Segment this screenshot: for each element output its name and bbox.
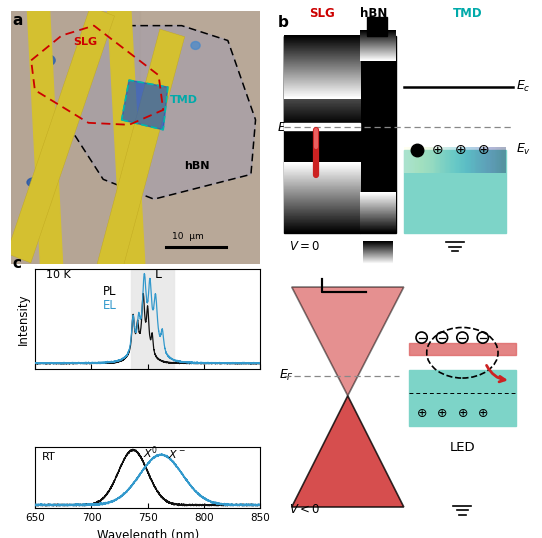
Text: $E$: $E$ [277,121,287,133]
Bar [131,269,173,369]
Bar [367,17,387,36]
Text: a: a [12,13,23,28]
Polygon shape [121,80,168,130]
Text: $\oplus$: $\oplus$ [476,143,489,157]
Text: $\oplus$: $\oplus$ [431,143,443,157]
Bar [284,123,360,130]
Bar [409,371,516,426]
Ellipse shape [41,55,55,66]
Text: LED: LED [449,441,475,455]
Text: $\oplus$: $\oplus$ [477,407,488,420]
Bar [360,36,396,233]
Text: $\oplus$: $\oplus$ [457,407,468,420]
Text: EL: EL [102,299,117,312]
Polygon shape [292,287,404,396]
Bar [95,29,185,280]
Text: $E_c$: $E_c$ [516,79,531,94]
Bar [404,150,506,233]
Text: hBN: hBN [359,7,387,20]
Ellipse shape [191,41,200,49]
Bar [284,36,360,125]
Text: $X^-$: $X^-$ [168,448,186,459]
Text: SLG: SLG [309,7,335,20]
Text: L: L [154,268,162,281]
Text: 10 K: 10 K [47,270,71,280]
Text: TMD: TMD [170,95,198,105]
Text: RT: RT [42,452,56,462]
Bar [11,11,140,264]
Text: SLG: SLG [74,38,98,47]
Bar [7,6,114,263]
Text: $\oplus$: $\oplus$ [436,407,448,420]
Polygon shape [28,11,62,264]
Text: $\oplus$: $\oplus$ [416,407,427,420]
Text: $X^0$: $X^0$ [143,444,158,461]
Y-axis label: Intensity: Intensity [17,293,30,344]
Text: $E_v$: $E_v$ [516,142,531,158]
Text: c: c [12,256,22,271]
Text: $E_F$: $E_F$ [279,368,294,383]
Text: hBN: hBN [184,161,210,172]
X-axis label: Wavelength (nm): Wavelength (nm) [96,529,199,538]
Text: PL: PL [102,285,116,298]
Polygon shape [108,11,145,264]
Polygon shape [292,396,404,507]
Text: $\oplus$: $\oplus$ [454,143,466,157]
Text: 10  μm: 10 μm [171,232,203,241]
Text: b: b [278,15,288,30]
Text: $V = 0$: $V = 0$ [289,240,320,253]
Ellipse shape [27,178,41,187]
Text: $V < 0$: $V < 0$ [289,504,320,516]
Bar [284,36,360,125]
Bar [409,343,516,355]
Polygon shape [62,26,255,199]
Text: TMD: TMD [453,7,482,20]
Bar [284,124,360,233]
